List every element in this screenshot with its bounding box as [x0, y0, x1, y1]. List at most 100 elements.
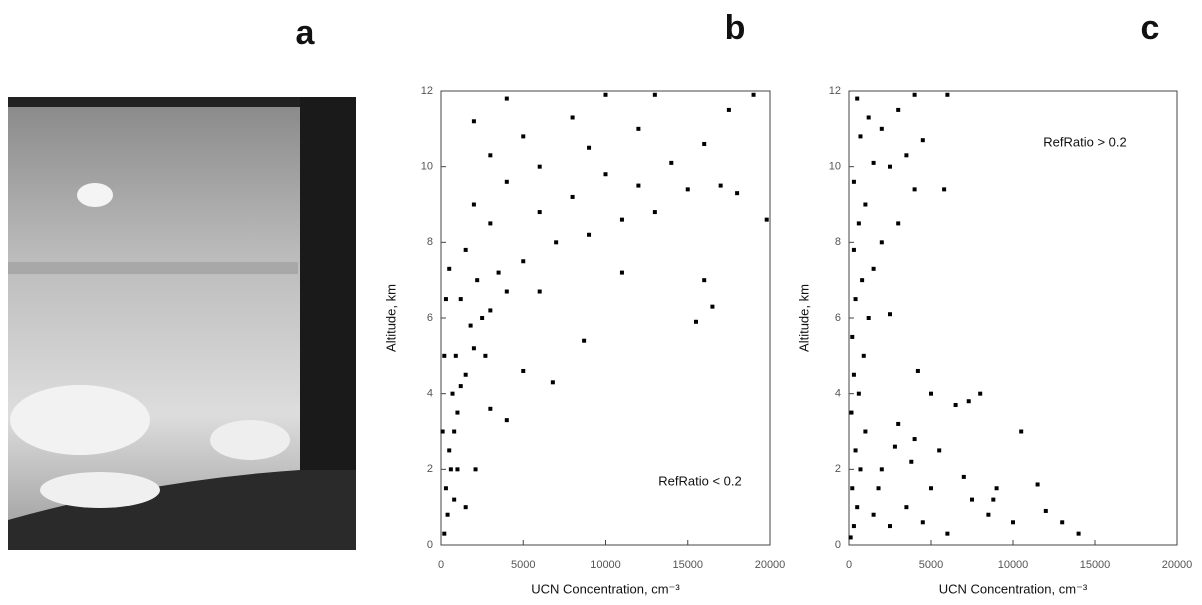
point	[652, 92, 657, 97]
point	[488, 406, 493, 411]
point	[871, 266, 876, 271]
point	[855, 96, 860, 101]
point	[710, 304, 715, 309]
point	[480, 316, 485, 320]
point	[858, 467, 863, 472]
point	[866, 115, 871, 120]
point	[863, 429, 868, 434]
y-tick-label: 0	[427, 539, 433, 551]
point	[455, 467, 460, 472]
point	[970, 497, 974, 502]
point	[896, 107, 901, 112]
point	[443, 297, 448, 302]
point	[888, 524, 892, 529]
point	[570, 115, 575, 120]
y-tick-label: 8	[835, 236, 841, 248]
point	[850, 486, 855, 491]
point	[1011, 520, 1015, 525]
point	[942, 187, 947, 192]
point	[912, 92, 917, 97]
point	[537, 164, 542, 169]
point	[504, 418, 509, 423]
point	[871, 160, 876, 165]
point	[888, 164, 892, 169]
point	[448, 467, 453, 472]
point	[452, 429, 457, 434]
point	[471, 119, 476, 124]
point	[879, 126, 884, 131]
point	[860, 278, 865, 283]
point	[848, 535, 853, 540]
point	[442, 353, 447, 358]
point	[888, 312, 892, 317]
point	[669, 160, 674, 165]
point	[851, 179, 856, 184]
y-tick-label: 10	[829, 161, 841, 173]
point	[904, 505, 909, 510]
point	[904, 153, 909, 158]
point	[1076, 531, 1081, 536]
x-tick-label: 0	[438, 559, 444, 571]
x-tick-label: 15000	[672, 559, 703, 571]
point	[537, 210, 542, 215]
point	[554, 240, 559, 245]
point	[504, 179, 509, 184]
point	[929, 486, 933, 491]
point	[652, 210, 657, 215]
y-tick-label: 6	[835, 312, 841, 324]
point	[521, 259, 526, 264]
point	[453, 353, 458, 358]
y-tick-label: 12	[829, 85, 841, 97]
y-tick-label: 12	[421, 85, 433, 97]
point	[863, 202, 868, 207]
point	[443, 486, 448, 491]
point	[994, 486, 999, 491]
point	[853, 297, 858, 302]
y-axis-label: Altitude, km	[796, 284, 811, 352]
point	[702, 278, 707, 283]
point	[851, 247, 856, 252]
point	[1019, 429, 1024, 434]
point	[603, 92, 608, 97]
point	[463, 247, 468, 252]
point	[440, 429, 445, 434]
y-tick-label: 8	[427, 236, 433, 248]
point	[945, 531, 950, 536]
point	[537, 289, 542, 294]
point	[521, 368, 526, 373]
point	[849, 410, 854, 415]
y-tick-label: 0	[835, 539, 841, 551]
point	[458, 384, 463, 389]
point	[619, 270, 624, 275]
point	[920, 520, 925, 525]
point	[521, 134, 526, 139]
point	[488, 221, 493, 226]
point	[853, 448, 858, 453]
x-tick-label: 20000	[1162, 559, 1193, 571]
point	[447, 266, 452, 271]
point	[764, 217, 769, 222]
point	[463, 505, 468, 510]
point	[550, 380, 555, 385]
point	[861, 353, 866, 358]
photo	[8, 97, 356, 550]
point	[496, 270, 501, 275]
point	[879, 467, 884, 472]
point	[929, 391, 933, 396]
point	[463, 372, 468, 377]
point	[504, 96, 509, 101]
panel-label: c	[1141, 9, 1160, 47]
x-axis-label: UCN Concentration, cm⁻³	[531, 581, 680, 596]
point	[920, 138, 925, 143]
point	[636, 183, 641, 188]
point	[1060, 520, 1065, 525]
y-axis-label: Altitude, km	[383, 284, 398, 352]
point	[475, 278, 480, 283]
point	[961, 474, 966, 479]
x-tick-label: 10000	[998, 559, 1029, 571]
point	[851, 524, 856, 529]
point	[953, 403, 958, 408]
point	[468, 323, 473, 328]
point	[718, 183, 723, 188]
point	[1043, 508, 1048, 513]
